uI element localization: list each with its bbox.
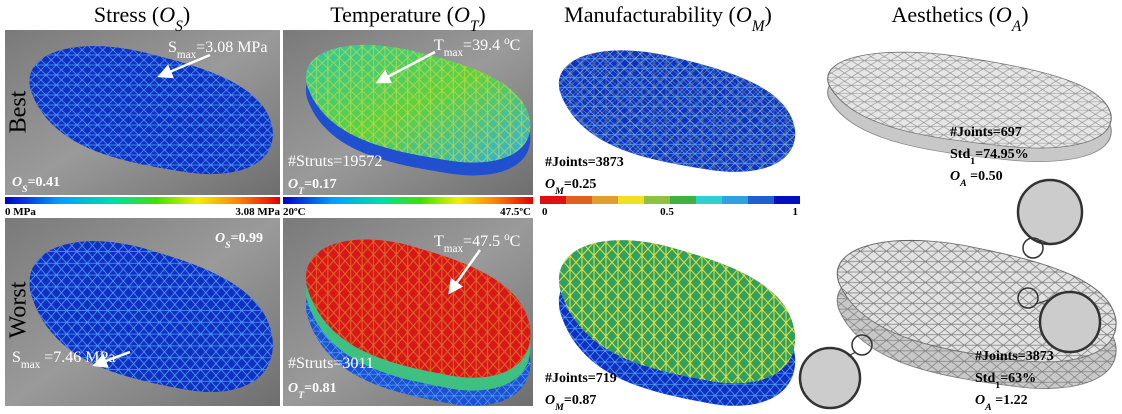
text-part: max (177, 49, 197, 61)
text-part: =0.25 (564, 177, 596, 192)
text-part: Std (950, 147, 970, 162)
colorbar (540, 196, 800, 204)
colorbar-label: 3.08 MPa (235, 206, 280, 218)
text-part: #Joints=719 (545, 371, 617, 386)
colorbar-segment (566, 196, 592, 204)
text-part: O (288, 381, 298, 396)
text-part: O (736, 2, 752, 27)
text-part: O (950, 169, 960, 184)
text-part: S (168, 39, 177, 56)
colorbar-segment (540, 196, 566, 204)
colorbar-label: 47.5ºC (500, 206, 531, 218)
annotation: Std1=74.95% (950, 147, 1029, 167)
text-part: O (545, 393, 555, 408)
annotation: #Joints=719 (545, 371, 617, 386)
text-part: ) (478, 2, 485, 27)
text-part: =0.81 (304, 381, 336, 396)
text-part: =47.5 (463, 233, 504, 250)
column-header: Manufacturability (OM) (564, 2, 772, 35)
annotation: OM=0.25 (545, 177, 596, 197)
text-part: =0.17 (304, 177, 336, 192)
text-part: O (996, 2, 1012, 27)
text-part: ) (1021, 2, 1028, 27)
text-part: max (444, 243, 464, 255)
column-header: Aesthetics (OA) (891, 2, 1028, 35)
column-header: Stress (OS) (94, 2, 190, 35)
annotation: #Joints=697 (950, 125, 1022, 140)
text-part: #Joints=3873 (975, 349, 1054, 364)
text-part: O (288, 177, 298, 192)
text-part: =0.87 (564, 393, 596, 408)
text-part: T (434, 233, 444, 250)
text-part: =63% (1000, 371, 1036, 386)
colorbar-segment (644, 196, 670, 204)
text-part: O (975, 393, 985, 408)
colorbar-segment (748, 196, 774, 204)
text-part: O (159, 2, 175, 27)
text-part: =39.4 (463, 37, 504, 54)
text-part: #Joints=697 (950, 125, 1022, 140)
text-part: O (12, 175, 22, 190)
text-part: #Joints=3873 (545, 155, 624, 170)
colorbar-label: 0.5 (660, 206, 674, 218)
text-part: =3.08 MPa (196, 39, 267, 56)
text-part: =1.22 (992, 393, 1028, 408)
page-body: Best Worst Stress (OS)Temperature (OT)Ma… (0, 0, 1122, 414)
text-part: =0.50 (967, 169, 1003, 184)
row-label: Best (6, 90, 32, 133)
text-part: C (510, 37, 521, 54)
shoe-aesth-best (828, 52, 1112, 161)
text-part: ) (183, 2, 190, 27)
annotation: OA =1.22 (975, 393, 1028, 413)
colorbar-label: 0 MPa (5, 206, 36, 218)
text-part: Aesthetics ( (891, 2, 995, 27)
annotation: #Struts=3011 (288, 355, 374, 372)
text-part: C (510, 233, 521, 250)
page: Lattice shoe objectives {"headers": [ {"… (0, 0, 1122, 414)
colorbar-label: 0 (542, 206, 548, 218)
row-label: Worst (6, 281, 32, 338)
annotation: #Joints=3873 (545, 155, 624, 170)
text-part: max (21, 359, 41, 371)
text-part: M (554, 186, 564, 197)
text-part: M (751, 18, 766, 35)
colorbar-segment (618, 196, 644, 204)
text-part: O (215, 231, 225, 246)
colorbar-segment (670, 196, 696, 204)
text-part: S (12, 349, 21, 366)
text-part: O (545, 177, 555, 192)
column-header: Temperature (OT) (330, 2, 485, 35)
annotation: #Joints=3873 (975, 349, 1054, 364)
colorbar (283, 197, 533, 204)
text-part: max (444, 47, 464, 59)
text-part: ) (765, 2, 772, 27)
text-part: O (454, 2, 470, 27)
text-part: M (554, 402, 564, 413)
text-part: Stress ( (94, 2, 159, 27)
text-part: Std (975, 371, 995, 386)
figure: Best Worst Stress (OS)Temperature (OT)Ma… (0, 0, 1122, 414)
annotation: OM=0.87 (545, 393, 596, 413)
colorbar-segment (722, 196, 748, 204)
text-part: =0.41 (28, 175, 60, 190)
text-part: #Struts=19572 (288, 153, 382, 170)
text-part: A (1011, 18, 1022, 35)
colorbar-segment (696, 196, 722, 204)
text-part: Manufacturability ( (564, 2, 736, 27)
shoe-manuf-best (559, 50, 795, 172)
text-part: =7.46 MPa (40, 349, 115, 366)
colorbar-label: 20ºC (283, 206, 306, 218)
colorbar-segment (592, 196, 618, 204)
text-part: =74.95% (975, 147, 1028, 162)
text-part: Temperature ( (330, 2, 454, 27)
annotation: #Struts=19572 (288, 153, 382, 170)
colorbar (5, 197, 280, 204)
annotation: OA =0.50 (950, 169, 1003, 189)
text-part: #Struts=3011 (288, 355, 374, 372)
colorbar-label: 1 (793, 206, 799, 218)
text-part: =0.99 (231, 231, 263, 246)
text-part: T (434, 37, 444, 54)
colorbar-segment (774, 196, 800, 204)
